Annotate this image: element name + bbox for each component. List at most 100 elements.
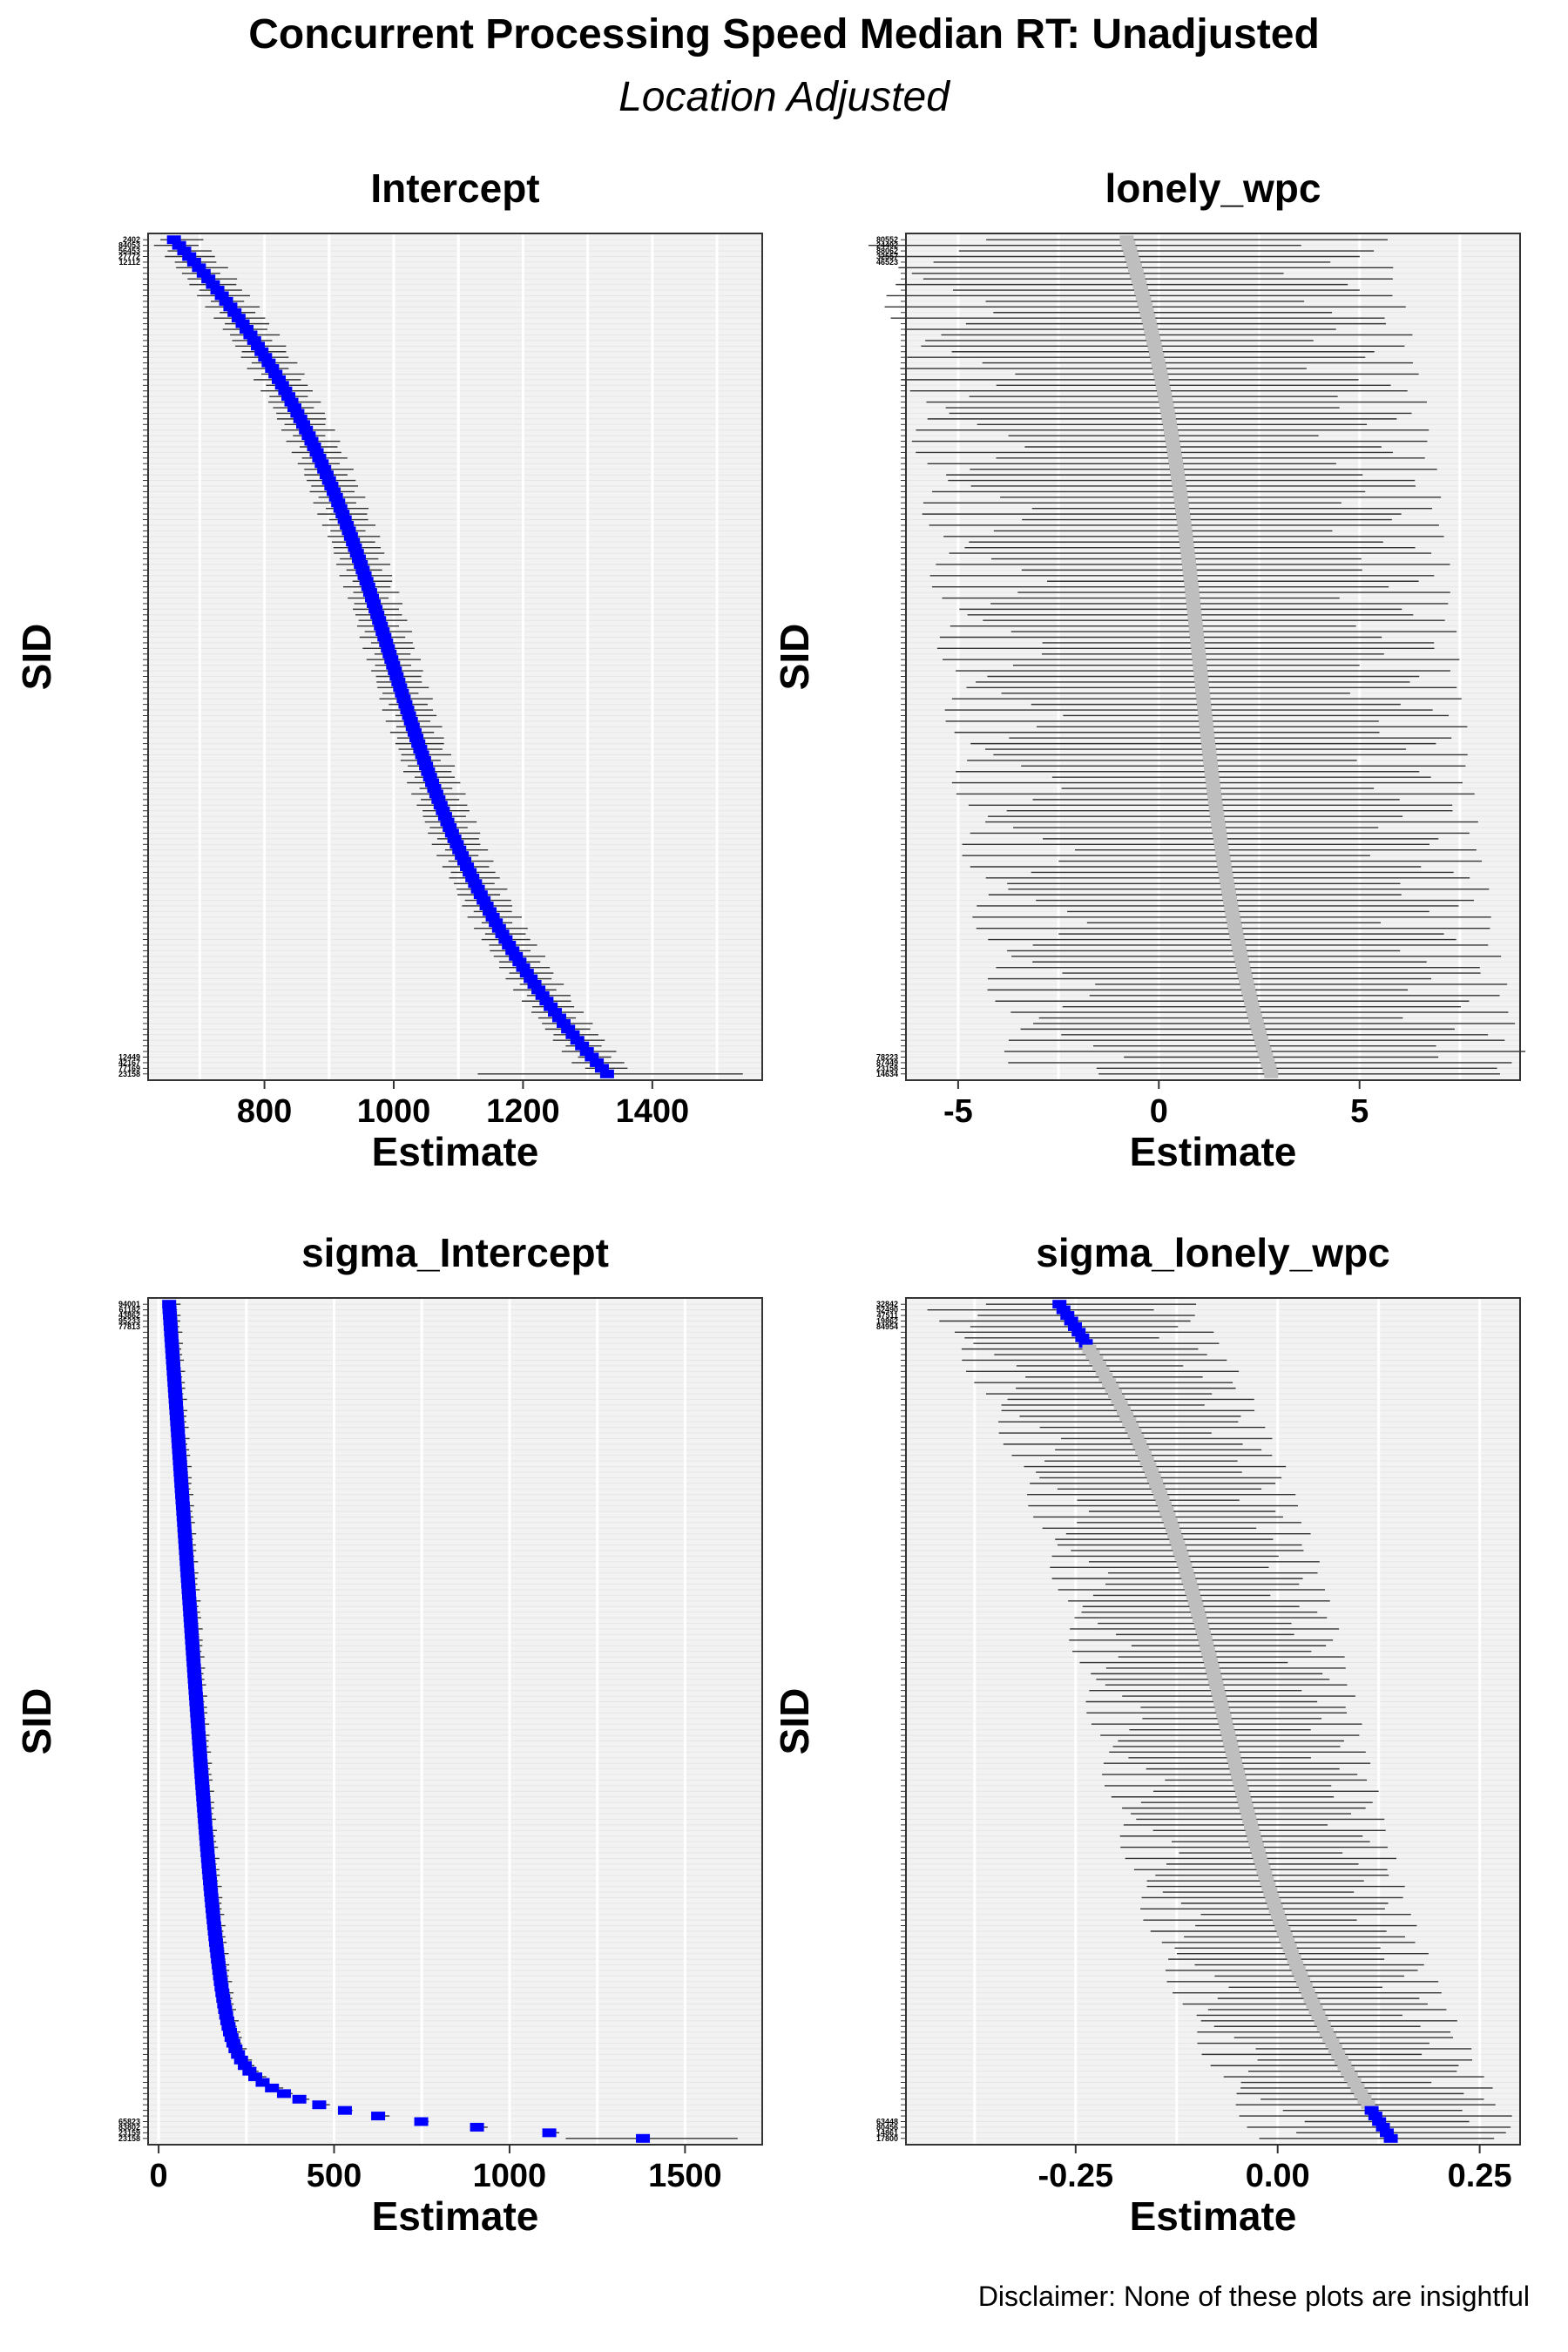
- estimate-point-significant: [167, 1383, 182, 1393]
- estimate-point-significant: [163, 1321, 178, 1331]
- estimate-point: [1205, 1663, 1220, 1673]
- estimate-point-significant: [210, 1949, 225, 1958]
- estimate-point: [1184, 577, 1199, 586]
- estimate-point: [1098, 1372, 1113, 1382]
- estimate-point: [1171, 476, 1186, 485]
- x-axis-title: Estimate: [1130, 1129, 1297, 1174]
- estimate-point-significant: [585, 1052, 599, 1062]
- estimate-point: [1234, 957, 1249, 967]
- estimate-point: [1222, 1736, 1237, 1746]
- estimate-point: [1236, 963, 1251, 972]
- estimate-point-significant: [419, 761, 434, 771]
- estimate-point-significant: [182, 1602, 197, 1612]
- estimate-point: [1211, 817, 1226, 827]
- estimate-point: [1163, 1517, 1178, 1527]
- estimate-point: [1294, 1971, 1308, 1981]
- estimate-point-significant: [437, 812, 452, 821]
- estimate-point-significant: [207, 1927, 222, 1936]
- estimate-point: [1316, 2022, 1331, 2031]
- estimate-point-significant: [292, 2094, 307, 2104]
- estimate-point-significant: [182, 1596, 197, 1605]
- estimate-point-significant: [186, 257, 201, 267]
- estimate-point: [1180, 549, 1195, 558]
- estimate-point-significant: [335, 510, 350, 519]
- estimate-point: [1092, 1361, 1107, 1370]
- estimate-point: [1231, 940, 1246, 950]
- facet-panel-sigma-lonely-wpc: sigma_lonely_wpc -0.25 0.00 0.25 Estimate SID…: [772, 1230, 1521, 2239]
- estimate-point-significant: [258, 353, 273, 362]
- estimate-point-significant: [290, 409, 305, 418]
- estimate-point-significant: [354, 559, 368, 569]
- estimate-point: [1264, 1069, 1279, 1078]
- estimate-point: [1282, 1943, 1297, 1953]
- estimate-point-significant: [187, 1669, 202, 1679]
- estimate-point: [1204, 767, 1219, 776]
- sid-tick-label: 80456: [876, 2123, 898, 2132]
- estimate-point: [1194, 677, 1209, 686]
- estimate-point-significant: [201, 1859, 216, 1869]
- estimate-point: [1325, 2038, 1340, 2048]
- panel-border: [147, 1297, 763, 2146]
- estimate-point-significant: [174, 1484, 189, 1494]
- sid-tick-label: 46523: [876, 258, 898, 267]
- estimate-point-significant: [248, 2072, 263, 2082]
- estimate-point: [1128, 263, 1143, 273]
- estimate-point: [1265, 1893, 1280, 1903]
- estimate-point-significant: [364, 593, 379, 603]
- estimate-point-significant: [436, 806, 450, 815]
- estimate-point-significant: [367, 598, 382, 608]
- estimate-point-significant: [178, 1529, 193, 1538]
- estimate-point-significant: [219, 2011, 233, 2020]
- estimate-point-significant: [527, 979, 542, 989]
- estimate-point-significant: [231, 314, 246, 323]
- estimate-point: [1176, 510, 1191, 519]
- x-tick-label: 500: [307, 2158, 362, 2194]
- estimate-point: [1176, 515, 1191, 524]
- estimate-point-significant: [333, 504, 348, 513]
- estimate-point: [1253, 1030, 1267, 1039]
- estimate-point-significant: [242, 2066, 257, 2076]
- main-subtitle: Location Adjusted: [618, 74, 950, 120]
- sid-tick-label: 2402: [123, 235, 140, 244]
- estimate-point: [1190, 632, 1205, 642]
- estimate-point-significant: [276, 2089, 291, 2099]
- estimate-point-significant: [203, 1882, 218, 1891]
- estimate-point: [1247, 1008, 1261, 1017]
- estimate-point-significant: [190, 1708, 205, 1718]
- estimate-point: [1263, 1888, 1278, 1897]
- estimate-point: [1227, 923, 1242, 933]
- sid-tick-label: 65823: [118, 2118, 140, 2126]
- estimate-point: [1129, 268, 1144, 278]
- estimate-point-significant: [372, 616, 387, 625]
- estimate-point-significant: [403, 716, 418, 726]
- estimate-point: [1199, 716, 1213, 726]
- estimate-point: [1095, 1367, 1110, 1376]
- estimate-point: [1249, 1842, 1264, 1852]
- estimate-point: [1243, 1820, 1258, 1829]
- estimate-point: [1193, 666, 1208, 676]
- estimate-point: [1186, 605, 1201, 614]
- estimate-point-significant: [565, 1030, 580, 1039]
- panel-background: [906, 1298, 1520, 2145]
- estimate-point: [1224, 901, 1239, 910]
- estimate-point-significant: [447, 834, 462, 843]
- estimate-point: [1197, 706, 1212, 715]
- estimate-point: [1121, 240, 1136, 250]
- estimate-point: [1139, 308, 1154, 317]
- estimate-point: [1249, 1018, 1264, 1028]
- estimate-point-significant: [370, 610, 385, 619]
- estimate-point-significant: [171, 1429, 186, 1438]
- estimate-point: [1221, 890, 1236, 900]
- estimate-point-significant: [398, 700, 413, 709]
- estimate-point: [1186, 593, 1200, 603]
- sid-tick-label: 77169: [118, 1064, 140, 1072]
- estimate-point-significant: [238, 2061, 253, 2071]
- estimate-point: [1122, 1417, 1137, 1427]
- estimate-point: [1171, 1540, 1186, 1550]
- estimate-point: [1183, 571, 1198, 580]
- estimate-point-significant: [187, 1674, 202, 1684]
- estimate-point-significant: [197, 1809, 212, 1819]
- estimate-point-significant: [304, 436, 319, 446]
- estimate-point: [1220, 879, 1234, 889]
- estimate-point-significant: [199, 1826, 213, 1835]
